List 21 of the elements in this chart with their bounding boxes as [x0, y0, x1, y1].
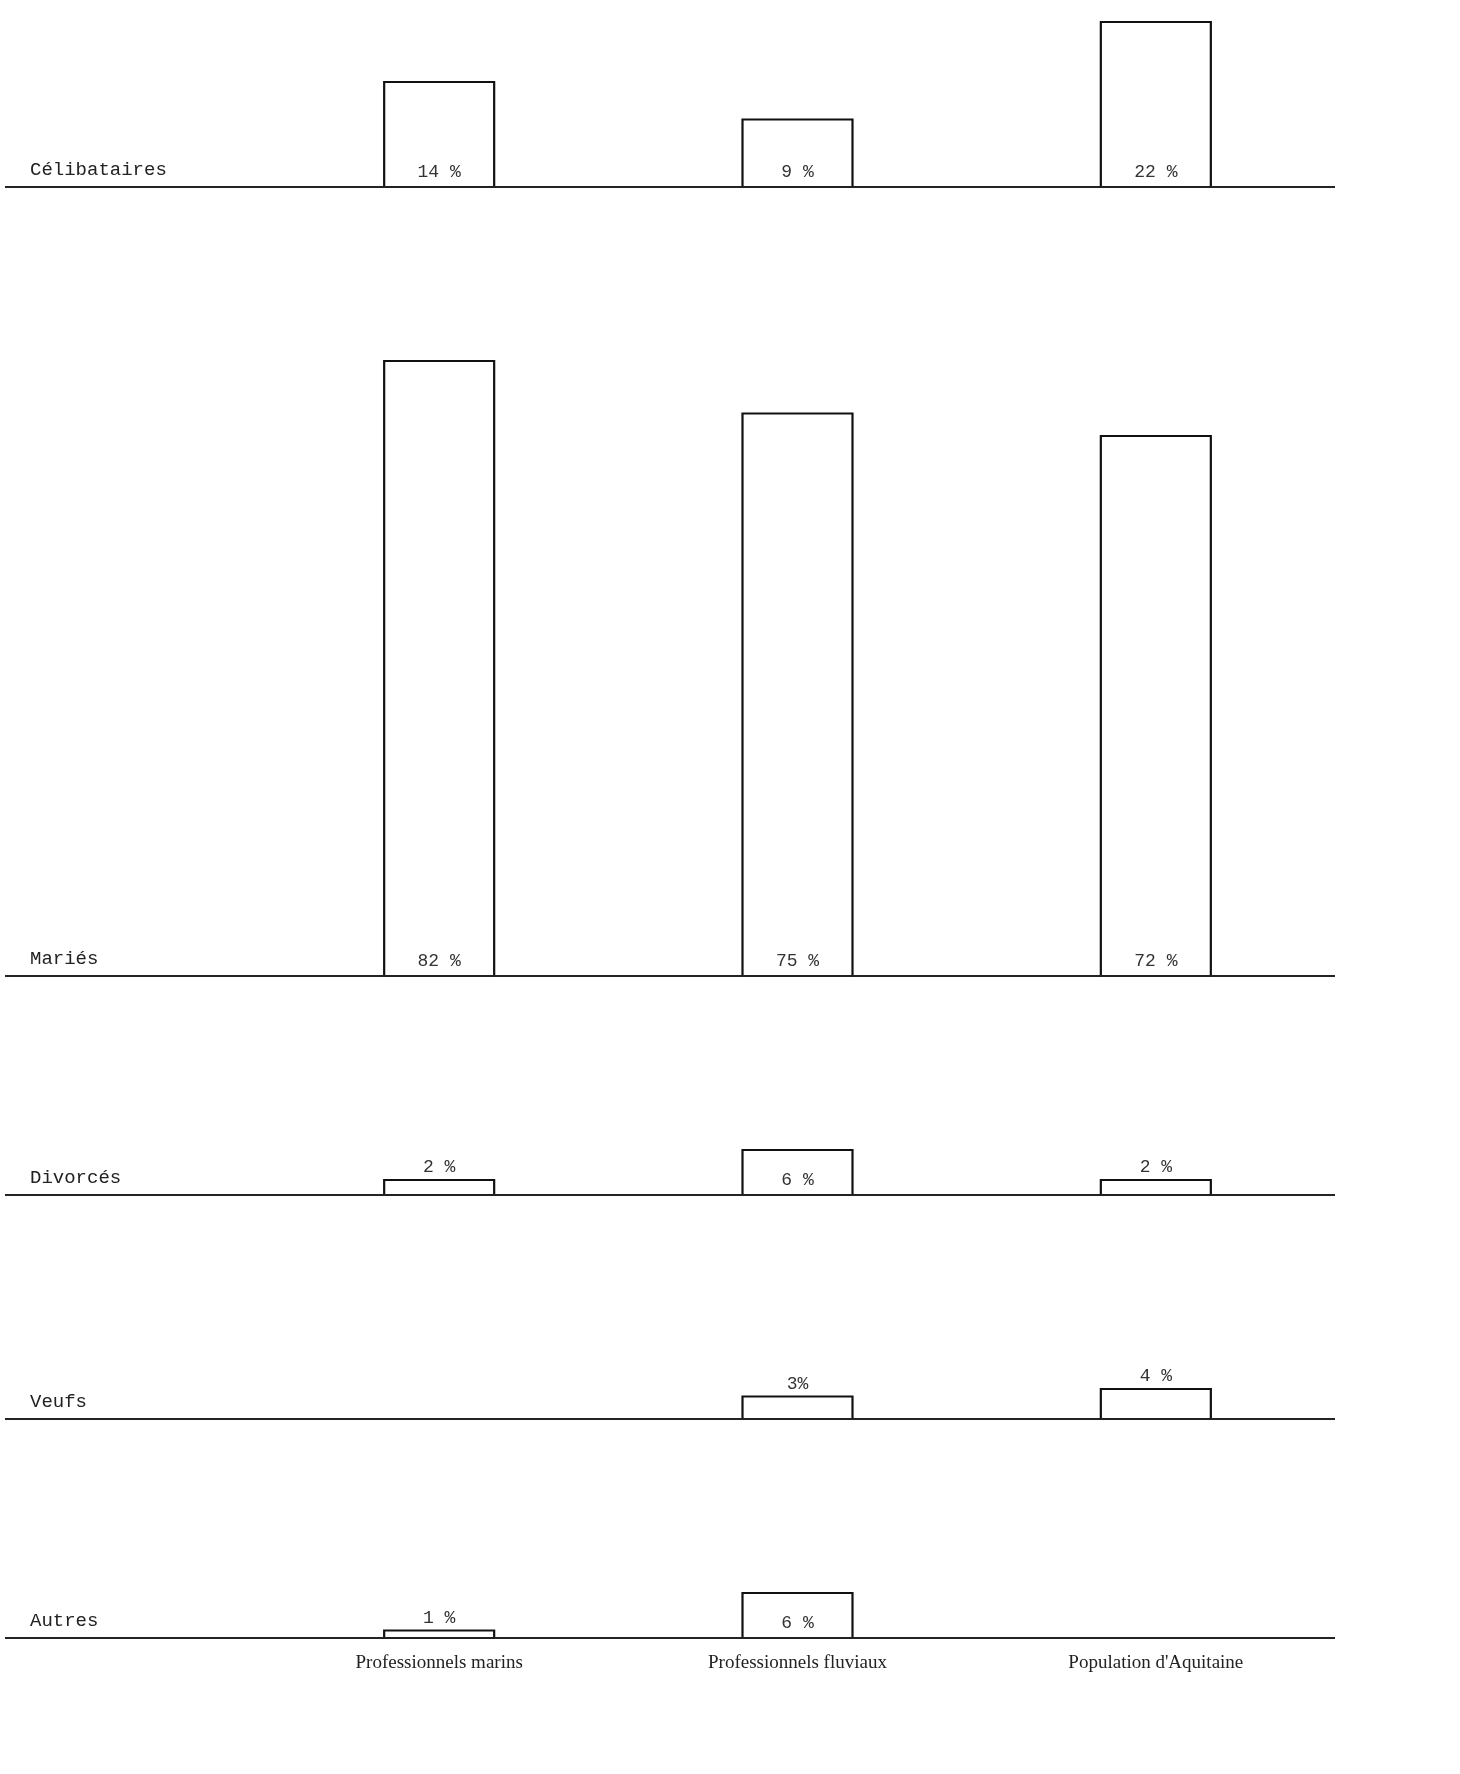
y-axis-title: Autres — [30, 1610, 99, 1632]
y-axis-title: Mariés — [30, 948, 99, 970]
y-axis-title: Divorcés — [30, 1167, 122, 1189]
data-label: 4 % — [1139, 1366, 1173, 1386]
data-label: 2 % — [1139, 1157, 1173, 1177]
data-label: 14 % — [417, 162, 461, 182]
y-axis-title: Veufs — [30, 1391, 88, 1413]
data-label: 1 % — [422, 1607, 456, 1628]
y-axis-title: Célibataires — [30, 159, 167, 181]
data-label: 6 % — [781, 1613, 814, 1633]
x-tick-label: Professionnels fluviaux — [708, 1650, 888, 1672]
data-label: 3% — [786, 1373, 809, 1394]
data-label: 82 % — [417, 951, 461, 971]
x-tick-label: Professionnels marins — [355, 1650, 523, 1672]
data-label: 9 % — [781, 162, 814, 182]
x-tick-label: Population d'Aquitaine — [1068, 1650, 1244, 1672]
data-label: 6 % — [781, 1170, 814, 1190]
data-label: 72 % — [1134, 951, 1178, 971]
data-label: 22 % — [1134, 162, 1178, 182]
data-label: 2 % — [422, 1157, 456, 1177]
data-label: 75 % — [775, 951, 820, 971]
